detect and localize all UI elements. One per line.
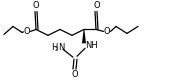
Text: H: H	[51, 43, 57, 52]
Text: O: O	[24, 27, 30, 36]
Text: O: O	[72, 70, 78, 79]
Text: 2: 2	[55, 47, 59, 52]
Text: O: O	[104, 27, 110, 36]
Text: O: O	[94, 1, 100, 10]
Text: NH: NH	[86, 41, 98, 50]
Text: O: O	[33, 1, 39, 10]
Polygon shape	[82, 29, 86, 43]
Text: N: N	[58, 43, 64, 52]
